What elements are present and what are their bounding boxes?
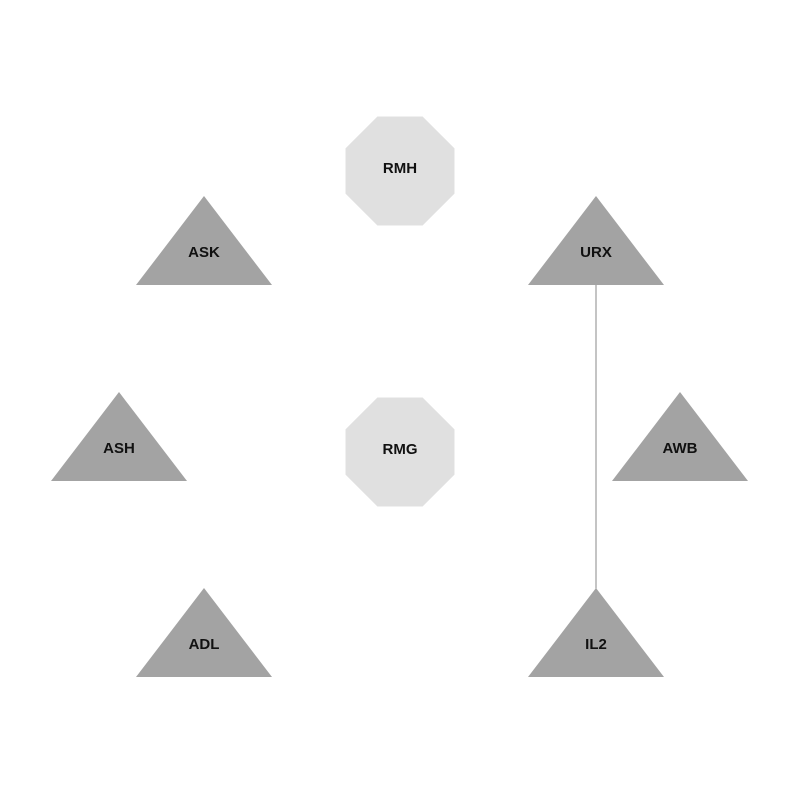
- triangle-shape: [528, 588, 664, 677]
- node-awb[interactable]: AWB: [612, 392, 748, 481]
- node-label: RMH: [383, 160, 417, 177]
- node-ash[interactable]: ASH: [51, 392, 187, 481]
- node-rmh[interactable]: RMH: [346, 117, 455, 226]
- nodes-layer: RMH ASK URX ASH RMG AWB ADL IL2: [51, 117, 748, 678]
- node-label: URX: [580, 244, 612, 261]
- node-label: ASH: [103, 440, 135, 457]
- node-urx[interactable]: URX: [528, 196, 664, 285]
- node-adl[interactable]: ADL: [136, 588, 272, 677]
- triangle-shape: [136, 588, 272, 677]
- triangle-shape: [136, 196, 272, 285]
- triangle-shape: [51, 392, 187, 481]
- node-label: ASK: [188, 244, 220, 261]
- node-label: IL2: [585, 636, 607, 653]
- node-rmg[interactable]: RMG: [346, 398, 455, 507]
- node-ask[interactable]: ASK: [136, 196, 272, 285]
- node-label: ADL: [189, 636, 220, 653]
- triangle-shape: [528, 196, 664, 285]
- node-il2[interactable]: IL2: [528, 588, 664, 677]
- node-label: AWB: [663, 440, 698, 457]
- node-label: RMG: [383, 441, 418, 458]
- triangle-shape: [612, 392, 748, 481]
